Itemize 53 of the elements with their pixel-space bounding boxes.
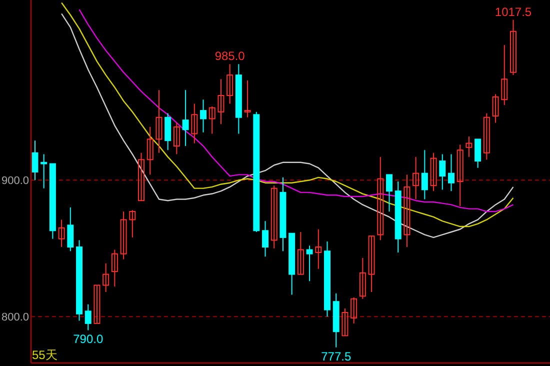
candlestick <box>94 284 100 324</box>
candlestick <box>164 112 172 151</box>
candlestick <box>466 136 472 158</box>
candlestick <box>200 99 207 133</box>
candlestick <box>244 80 251 118</box>
candlestick <box>173 122 180 155</box>
candlestick <box>226 64 234 104</box>
candlestick <box>377 156 384 241</box>
candlestick <box>510 19 516 76</box>
candlestick <box>342 308 348 336</box>
candlestick <box>111 249 118 288</box>
candlestick <box>297 231 304 275</box>
candlestick <box>146 126 154 176</box>
candlestick <box>350 296 358 324</box>
candlestick <box>262 220 269 258</box>
annotation: 777.5 <box>321 349 352 364</box>
y-tick-label: 800.0 <box>1 312 29 324</box>
candlestick <box>501 44 508 106</box>
candlestick <box>138 152 145 202</box>
candlestick <box>270 185 278 249</box>
candlestick <box>474 138 482 168</box>
candlestick <box>182 90 189 147</box>
candlestick <box>102 262 110 293</box>
y-tick-label: 900.0 <box>1 175 29 188</box>
candlestick <box>368 236 375 293</box>
candlestick <box>120 211 127 260</box>
annotation: 790.0 <box>73 332 104 346</box>
candlestick <box>306 245 313 282</box>
candlestick <box>208 106 216 134</box>
candlestick <box>483 112 490 160</box>
candlestick <box>84 304 92 331</box>
candlestick <box>456 144 464 207</box>
candlestick <box>129 210 136 238</box>
candlestick <box>448 154 454 192</box>
annotation: 1017.5 <box>494 4 532 19</box>
candlestick <box>156 90 162 154</box>
candlestick <box>439 154 446 190</box>
annotation: 55天 <box>32 348 58 362</box>
candlestick <box>430 152 437 192</box>
candlestick <box>412 156 420 200</box>
candlestick <box>359 257 366 300</box>
candlestick <box>58 219 65 248</box>
candlestick <box>32 140 38 181</box>
annotation: 985.0 <box>214 49 246 64</box>
candlestick <box>386 174 392 212</box>
candlestick <box>191 103 198 144</box>
candlestick <box>67 206 74 252</box>
candlestick <box>315 228 322 270</box>
candlestick <box>218 78 224 125</box>
candlestick <box>40 154 48 189</box>
candlestick <box>492 94 499 124</box>
candlestick <box>404 174 410 248</box>
candlestick <box>421 150 428 200</box>
